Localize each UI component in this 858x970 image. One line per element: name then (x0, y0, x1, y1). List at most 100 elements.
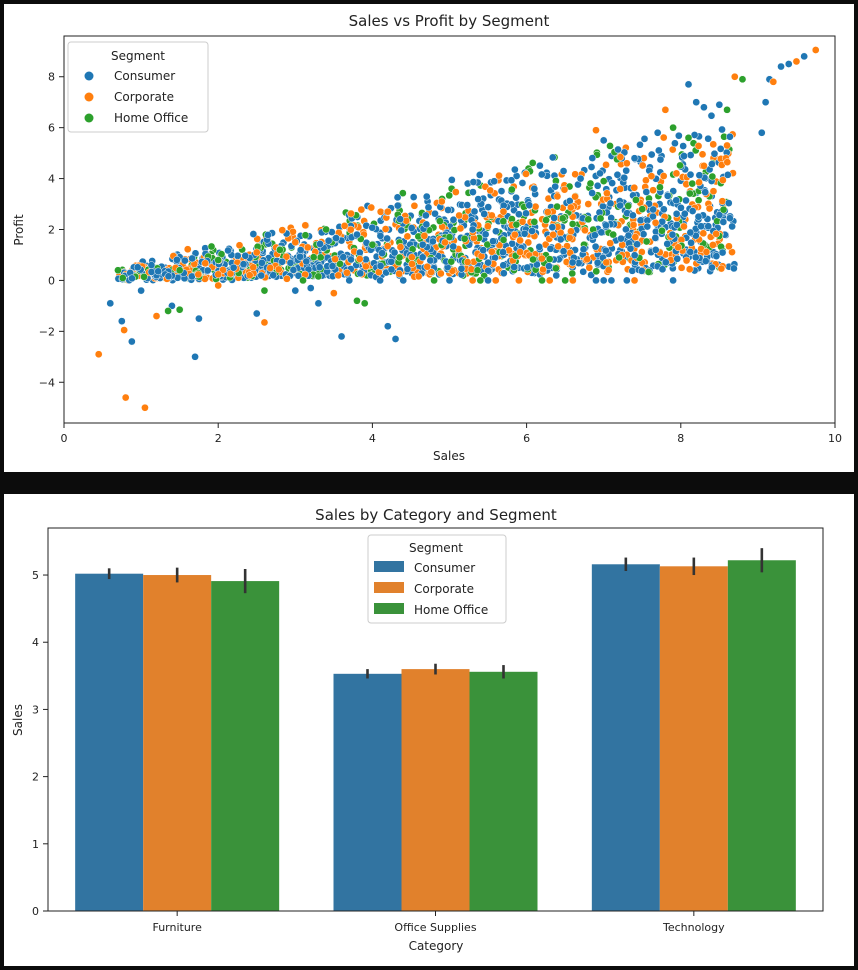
corporate-point (569, 276, 577, 285)
consumer-point (726, 132, 734, 141)
corporate-point (436, 269, 445, 278)
corporate-point (282, 252, 291, 261)
corporate-point (522, 170, 530, 178)
legend-home-office-label: Home Office (114, 111, 188, 125)
corporate-point (567, 227, 575, 236)
consumer-point (608, 179, 617, 187)
corporate-point (516, 236, 524, 245)
corporate-point (152, 312, 161, 320)
home-office-point (260, 286, 269, 295)
consumer-point (710, 149, 719, 158)
consumer-point (328, 262, 337, 270)
home-office-point (624, 202, 633, 210)
corporate-point (629, 221, 638, 229)
consumer-point (195, 314, 203, 323)
consumer-point (324, 236, 333, 245)
consumer-point (525, 201, 534, 210)
consumer-point (376, 232, 385, 240)
consumer-point (551, 182, 560, 191)
corporate-point (565, 234, 574, 242)
consumer-point (499, 248, 507, 257)
corporate-point (491, 276, 500, 285)
home-office-point (164, 307, 172, 315)
home-office-point (558, 214, 567, 223)
home-office-point (336, 259, 344, 268)
consumer-point (168, 302, 176, 310)
home-office-point (309, 253, 318, 262)
y-tick-label: 6 (48, 122, 55, 135)
home-office-point (586, 179, 595, 188)
corporate-point (769, 77, 778, 86)
consumer-point (659, 205, 668, 214)
corporate-point (194, 270, 203, 279)
y-tick-label: 8 (48, 71, 55, 84)
legend-consumer-marker (84, 71, 94, 81)
corporate-point (484, 222, 492, 231)
corporate-bar (401, 669, 470, 911)
consumer-point (353, 230, 361, 239)
consumer-point (387, 265, 396, 274)
corporate-point (437, 197, 446, 206)
corporate-point (630, 276, 639, 285)
consumer-point (339, 253, 348, 261)
corporate-point (585, 263, 594, 272)
corporate-point (583, 255, 592, 264)
consumer-point (701, 188, 710, 197)
home-office-point (445, 191, 454, 200)
corporate-point (560, 185, 569, 194)
bar-legend-consumer-label: Consumer (414, 561, 475, 575)
consumer-point (712, 252, 721, 260)
home-office-bar (727, 560, 796, 911)
corporate-point (347, 209, 355, 218)
home-office-point (723, 105, 731, 114)
consumer-point (376, 262, 385, 270)
consumer-point (449, 242, 458, 251)
corporate-point (441, 238, 449, 247)
home-office-point (584, 215, 593, 224)
scatter-chart-panel: Sales vs Profit by Segment 0 2 4 6 8 10 −4 −2 0… (4, 4, 854, 472)
corporate-point (717, 264, 726, 273)
consumer-point (449, 215, 458, 224)
consumer-point (718, 125, 726, 134)
consumer-point (510, 263, 519, 271)
corporate-point (709, 241, 717, 249)
consumer-point (596, 169, 604, 178)
x-tick-label: 10 (828, 432, 842, 445)
bar-legend-corporate-label: Corporate (414, 582, 474, 596)
home-office-point (568, 220, 577, 228)
corporate-point (395, 269, 403, 278)
corporate-point (571, 192, 579, 201)
corporate-point (355, 255, 364, 263)
home-office-point (738, 75, 747, 84)
corporate-point (383, 242, 392, 250)
corporate-point (303, 243, 312, 252)
home-office-point (483, 240, 492, 249)
consumer-point (469, 178, 478, 186)
consumer-point (672, 220, 681, 229)
y-tick-label: 1 (32, 838, 39, 851)
bar-y-label: Sales (11, 704, 25, 736)
corporate-point (538, 254, 546, 263)
consumer-point (332, 234, 340, 242)
consumer-point (643, 222, 652, 231)
legend-consumer-label: Consumer (114, 69, 175, 83)
home-office-point (592, 267, 601, 276)
consumer-point (663, 192, 672, 200)
consumer-point (677, 203, 685, 212)
corporate-point (495, 171, 503, 180)
consumer-point (679, 142, 688, 150)
corporate-point (456, 224, 465, 233)
corporate-point (396, 243, 405, 251)
consumer-point (399, 276, 408, 285)
consumer-point (492, 227, 500, 236)
corporate-point (616, 185, 625, 193)
consumer-point (106, 299, 115, 308)
y-tick-label: 3 (32, 703, 39, 716)
consumer-point (630, 251, 639, 260)
y-tick-label: 5 (32, 569, 39, 582)
consumer-point (376, 276, 384, 285)
corporate-point (718, 197, 727, 206)
x-tick-label: Furniture (152, 921, 202, 934)
consumer-point (137, 286, 145, 295)
consumer-point (316, 240, 324, 248)
